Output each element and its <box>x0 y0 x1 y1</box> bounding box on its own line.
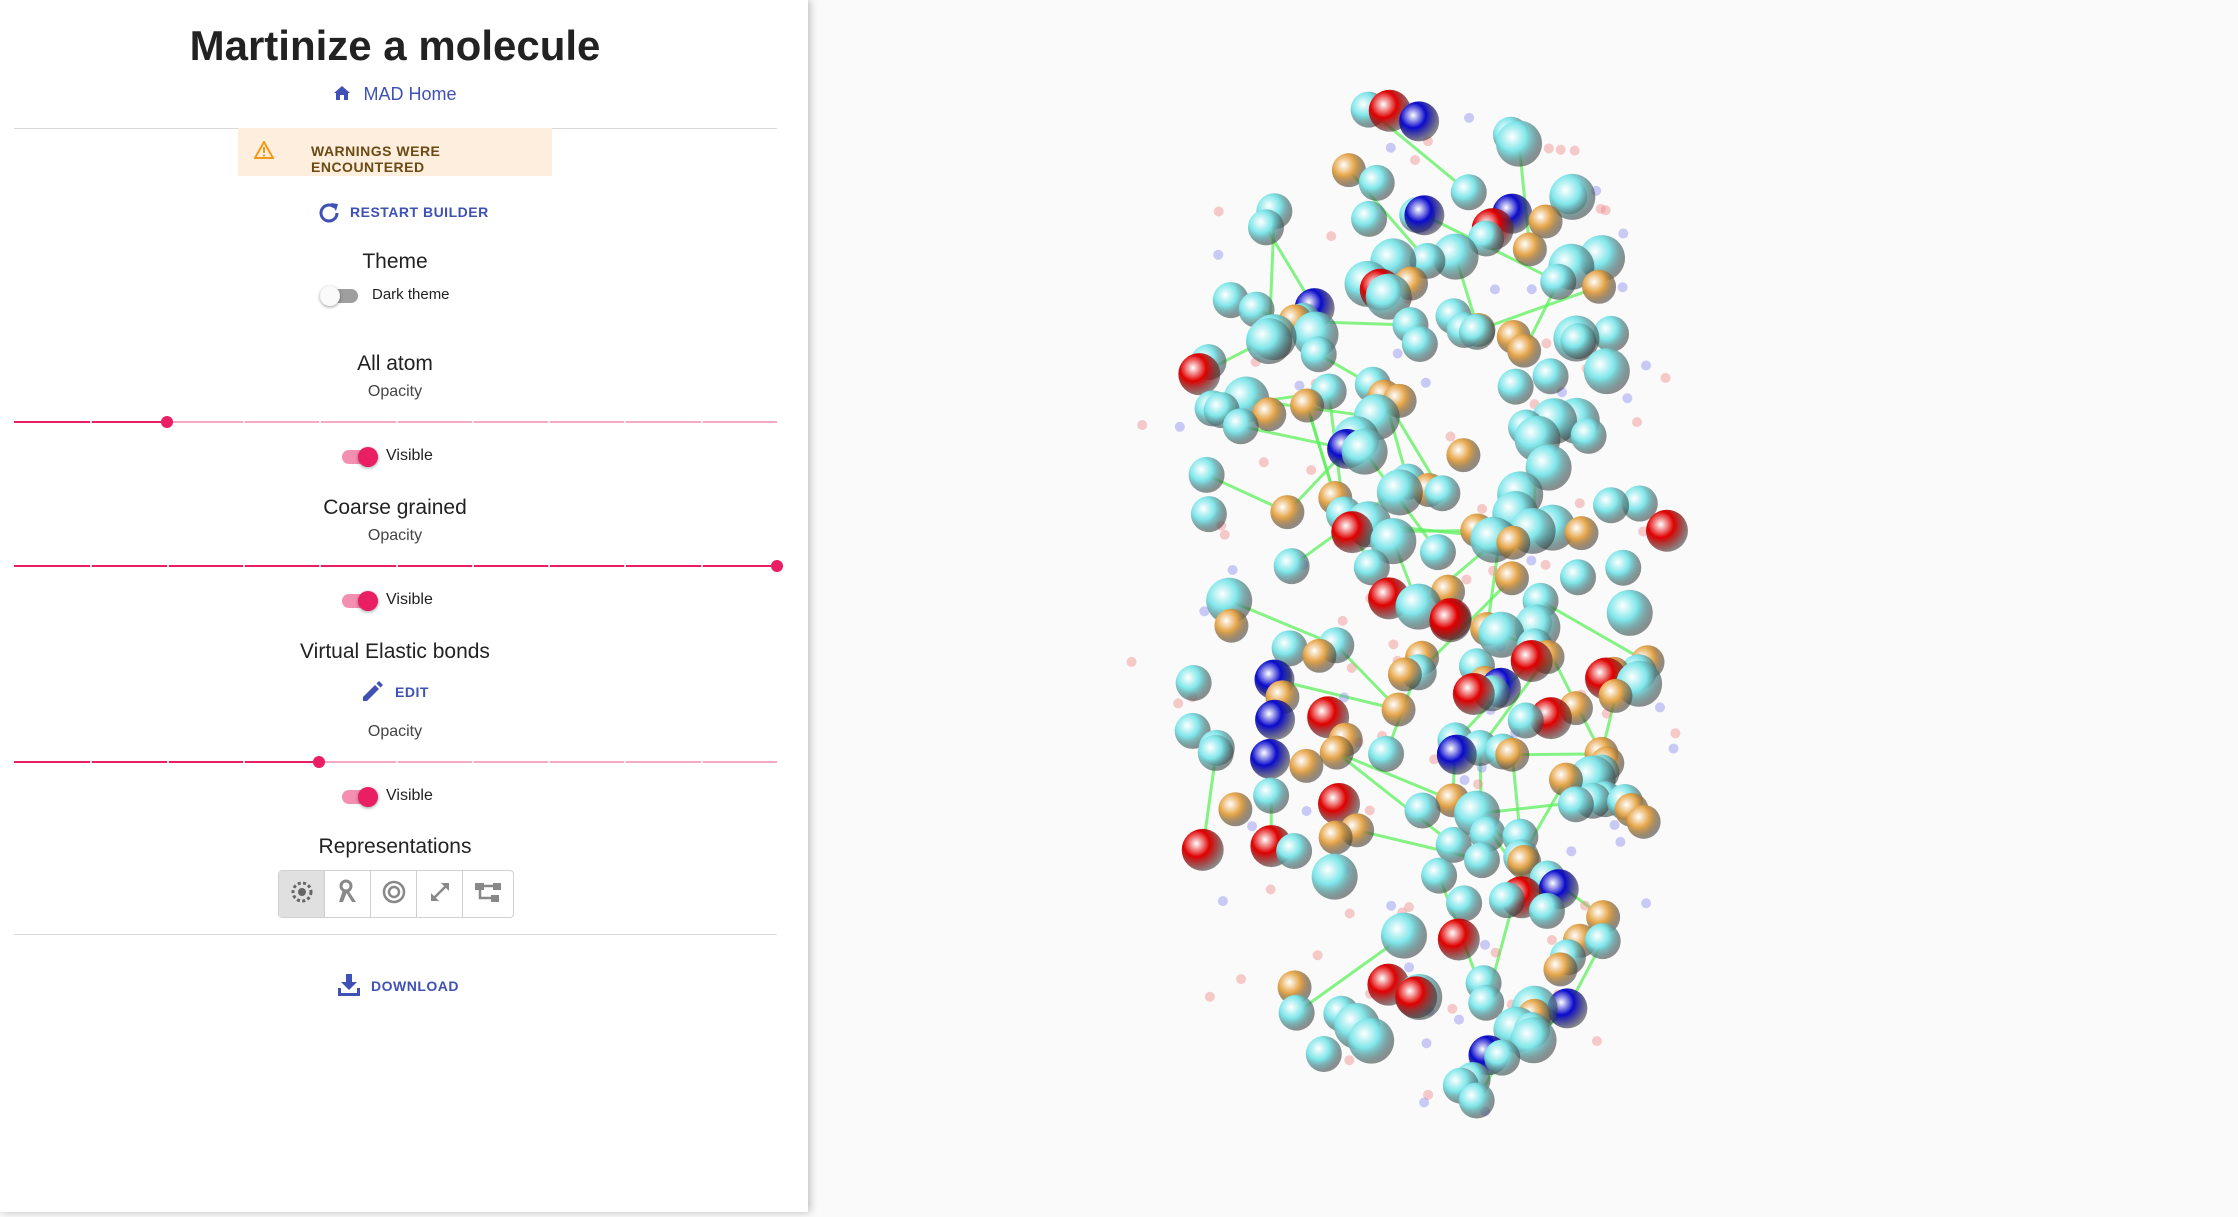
slider-tick <box>90 420 92 424</box>
representation-cartoon-button[interactable] <box>325 871 371 917</box>
all-atom-opacity-slider[interactable] <box>14 412 777 432</box>
warning-text: Warnings were encountered <box>311 143 552 175</box>
slider-tick <box>396 420 398 424</box>
elastic-bonds-title: Virtual Elastic bonds <box>0 640 790 664</box>
slider-tick <box>396 760 398 764</box>
slider-tick <box>472 760 474 764</box>
restart-builder-label: Restart builder <box>350 204 489 220</box>
representation-ball-stick-button[interactable] <box>279 871 325 917</box>
slider-tick <box>701 420 703 424</box>
elastic-opacity-slider[interactable] <box>14 752 777 772</box>
elastic-visible-thumb <box>358 787 378 807</box>
home-link-label: MAD Home <box>363 84 456 104</box>
representation-expand-button[interactable] <box>417 871 463 917</box>
slider-tick <box>624 564 626 568</box>
slider-tick <box>243 760 245 764</box>
elastic-visible-label: Visible <box>386 787 433 805</box>
slider-tick <box>90 760 92 764</box>
restart-icon <box>316 200 342 229</box>
sidebar: Martinize a molecule MAD Home Warnings w… <box>0 0 808 1212</box>
pencil-icon <box>360 678 386 707</box>
restart-builder-button[interactable]: Restart builder <box>316 200 496 226</box>
slider-tick <box>624 760 626 764</box>
dark-theme-thumb <box>320 286 340 306</box>
slider-tick <box>167 564 169 568</box>
slider-tick <box>548 564 550 568</box>
all-atom-title: All atom <box>0 352 790 376</box>
slider-tick <box>624 420 626 424</box>
slider-tick <box>701 564 703 568</box>
dark-theme-label: Dark theme <box>372 286 450 303</box>
warning-icon <box>254 141 274 164</box>
all-atom-opacity-label: Opacity <box>0 383 790 401</box>
slider-thumb[interactable] <box>771 560 783 572</box>
edit-elastic-bonds-button[interactable]: Edit <box>360 678 440 706</box>
coarse-grained-opacity-slider[interactable] <box>14 556 777 576</box>
all-atom-visible-thumb <box>358 447 378 467</box>
ball-and-stick-icon <box>289 879 315 910</box>
slider-tick <box>396 564 398 568</box>
hierarchy-tree-icon <box>473 879 503 910</box>
warning-banner[interactable]: Warnings were encountered <box>238 128 552 176</box>
slider-tick <box>472 564 474 568</box>
page-title: Martinize a molecule <box>0 22 790 70</box>
slider-thumb[interactable] <box>313 756 325 768</box>
slider-tick <box>243 420 245 424</box>
slider-tick <box>319 420 321 424</box>
slider-tick <box>701 760 703 764</box>
divider <box>14 934 777 935</box>
molecule-viewer[interactable] <box>808 0 2238 1212</box>
coarse-grained-title: Coarse grained <box>0 496 790 520</box>
spacefill-target-icon <box>381 879 407 910</box>
home-icon <box>333 85 351 106</box>
slider-tick <box>472 420 474 424</box>
cartoon-ribbon-icon <box>335 879 361 910</box>
molecule-structure <box>808 0 2238 1212</box>
expand-arrows-icon <box>427 879 453 910</box>
edit-elastic-bonds-label: Edit <box>395 684 429 700</box>
slider-tick <box>167 760 169 764</box>
representation-hierarchy-button[interactable] <box>463 871 513 917</box>
slider-thumb[interactable] <box>161 416 173 428</box>
home-link[interactable]: MAD Home <box>0 84 790 106</box>
slider-tick <box>319 564 321 568</box>
representations-title: Representations <box>0 835 790 859</box>
slider-tick <box>90 564 92 568</box>
all-atom-visible-label: Visible <box>386 447 433 465</box>
download-icon <box>336 972 362 1001</box>
elastic-opacity-label: Opacity <box>0 723 790 741</box>
slider-tick <box>243 564 245 568</box>
slider-tick <box>548 420 550 424</box>
download-label: Download <box>371 978 459 994</box>
theme-title: Theme <box>0 250 790 274</box>
representation-spacefill-button[interactable] <box>371 871 417 917</box>
download-button[interactable]: Download <box>336 972 476 1000</box>
coarse-grained-beads <box>1175 90 1688 1119</box>
coarse-grained-visible-thumb <box>358 591 378 611</box>
coarse-grained-opacity-label: Opacity <box>0 527 790 545</box>
slider-tick <box>548 760 550 764</box>
representation-toggle-group <box>278 870 514 918</box>
coarse-grained-visible-label: Visible <box>386 591 433 609</box>
